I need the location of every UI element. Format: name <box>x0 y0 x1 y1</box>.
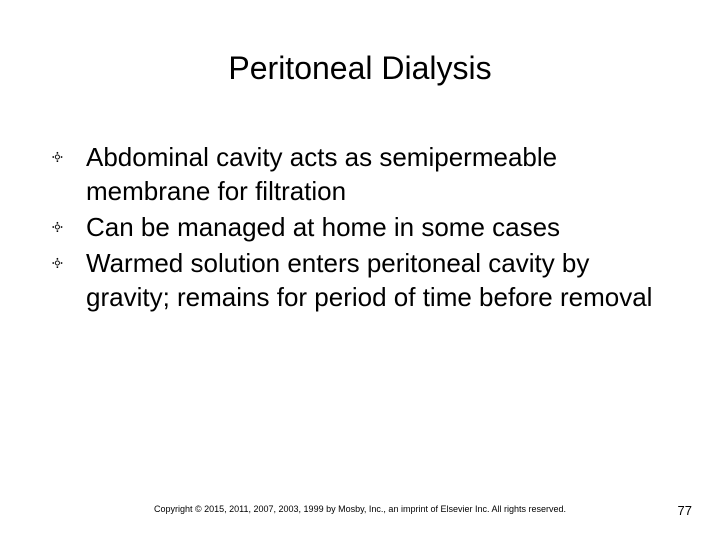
page-number: 77 <box>678 503 692 518</box>
bullet-icon: ༓ <box>50 140 86 174</box>
bullet-item: ༓ Abdominal cavity acts as semipermeable… <box>50 140 660 208</box>
bullet-icon: ༓ <box>50 210 86 244</box>
slide-title: Peritoneal Dialysis <box>0 50 720 87</box>
copyright-footer: Copyright © 2015, 2011, 2007, 2003, 1999… <box>0 504 720 514</box>
bullet-item: ༓ Warmed solution enters peritoneal cavi… <box>50 246 660 314</box>
slide: Peritoneal Dialysis ༓ Abdominal cavity a… <box>0 0 720 540</box>
bullet-text: Warmed solution enters peritoneal cavity… <box>86 246 660 314</box>
bullet-text: Can be managed at home in some cases <box>86 210 660 244</box>
bullet-icon: ༓ <box>50 246 86 280</box>
bullet-item: ༓ Can be managed at home in some cases <box>50 210 660 244</box>
slide-body: ༓ Abdominal cavity acts as semipermeable… <box>50 140 660 316</box>
bullet-text: Abdominal cavity acts as semipermeable m… <box>86 140 660 208</box>
